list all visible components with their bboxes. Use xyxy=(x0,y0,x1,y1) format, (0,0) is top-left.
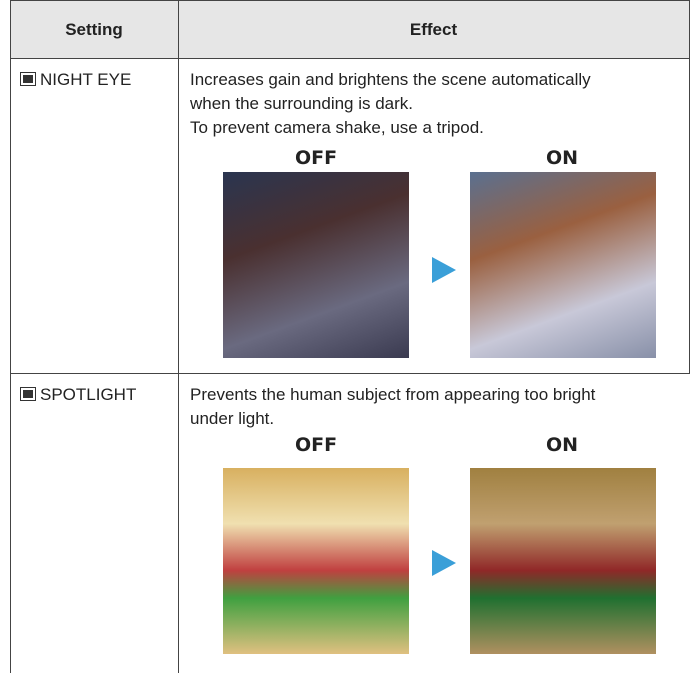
border xyxy=(10,0,11,673)
image-label: ON xyxy=(545,147,579,169)
header-cell: Setting xyxy=(65,20,123,39)
icon xyxy=(20,387,36,401)
border xyxy=(10,373,690,374)
border xyxy=(10,0,690,1)
setting-cell: SPOTLIGHT xyxy=(20,383,136,407)
effect-line: Prevents the human subject from appearin… xyxy=(190,385,596,404)
setting-name: NIGHT EYE xyxy=(40,70,132,89)
image-label: OFF xyxy=(294,147,338,169)
setting-name: SPOTLIGHT xyxy=(40,385,137,404)
border xyxy=(689,0,690,374)
effect-line: Increases gain and brightens the scene a… xyxy=(190,70,591,89)
header-cell: Effect xyxy=(409,20,458,39)
header-bg xyxy=(10,0,690,58)
border xyxy=(178,0,179,673)
setting-cell: NIGHT EYE xyxy=(20,68,131,92)
image-label: ON xyxy=(545,434,579,456)
border xyxy=(10,58,690,59)
effect-text: Increases gain and brightens the scene a… xyxy=(190,68,591,140)
effect-line: under light. xyxy=(190,409,275,428)
photo-off xyxy=(223,172,409,358)
arrow xyxy=(432,257,456,283)
photo-on xyxy=(470,172,656,358)
icon xyxy=(20,72,36,86)
effect-line: when the surrounding is dark. xyxy=(190,94,414,113)
effect-line: To prevent camera shake, use a tripod. xyxy=(190,118,484,137)
photo-off xyxy=(223,468,409,654)
effect-text: Prevents the human subject from appearin… xyxy=(190,383,595,431)
arrow xyxy=(432,550,456,576)
image-label: OFF xyxy=(294,434,338,456)
photo-on xyxy=(470,468,656,654)
